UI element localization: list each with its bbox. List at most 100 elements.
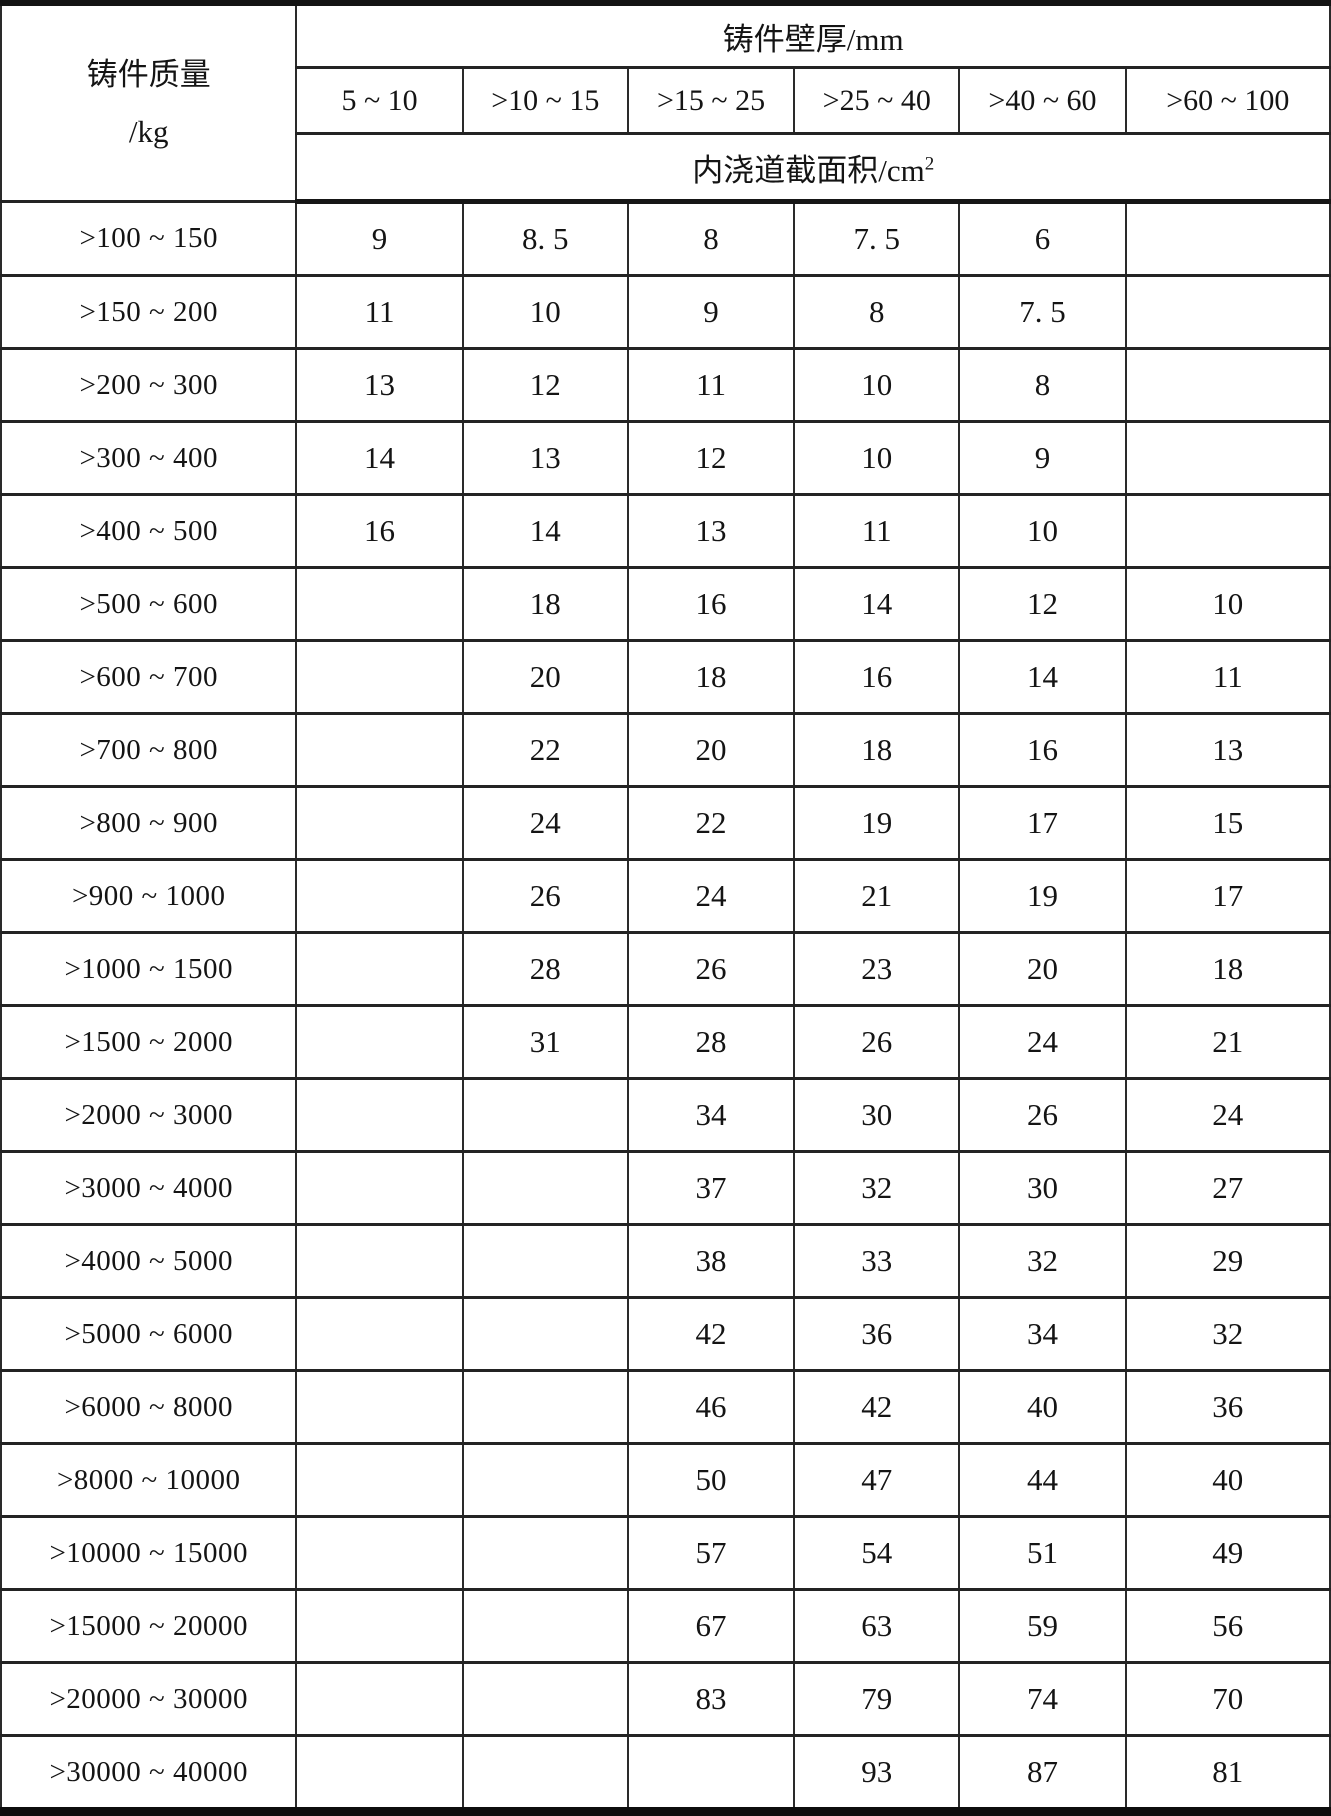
cell-value: 24 (1124, 1077, 1331, 1153)
cell-value: 22 (461, 712, 629, 788)
row-group-header-line2: /kg (128, 114, 169, 149)
cell-value: 23 (793, 931, 961, 1007)
cell-value (295, 1150, 464, 1226)
table-row: >300 ~ 400 14 13 12 10 9 (0, 420, 1331, 496)
col-header-1: >10 ~ 15 (461, 66, 629, 135)
table-row: >800 ~ 900 24 22 19 17 15 (0, 785, 1331, 861)
row-label: >10000 ~ 15000 (0, 1515, 298, 1591)
cell-value: 9 (958, 420, 1127, 496)
table-row: >20000 ~ 30000 83 79 74 70 (0, 1661, 1331, 1737)
cell-value: 42 (793, 1369, 961, 1445)
table-row: >30000 ~ 40000 93 87 81 (0, 1734, 1331, 1813)
cell-value: 15 (1124, 785, 1331, 861)
cell-value: 11 (626, 347, 796, 423)
cell-value: 67 (626, 1588, 796, 1664)
cell-value: 40 (958, 1369, 1127, 1445)
table-row: >6000 ~ 8000 46 42 40 36 (0, 1369, 1331, 1445)
cell-value: 20 (461, 639, 629, 715)
cell-value: 10 (1124, 566, 1331, 642)
cell-value: 22 (626, 785, 796, 861)
cell-value: 27 (1124, 1150, 1331, 1226)
cell-value: 16 (793, 639, 961, 715)
col-group-header: 铸件壁厚/mm (295, 1, 1331, 69)
row-label: >600 ~ 700 (0, 639, 298, 715)
cell-value: 34 (958, 1296, 1127, 1372)
cell-value: 26 (793, 1004, 961, 1080)
cell-value: 11 (793, 493, 961, 569)
cell-value: 24 (626, 858, 796, 934)
cell-value: 12 (626, 420, 796, 496)
row-label: >200 ~ 300 (0, 347, 298, 423)
cell-value: 34 (626, 1077, 796, 1153)
cell-value: 14 (958, 639, 1127, 715)
cell-value: 14 (295, 420, 464, 496)
cell-value: 14 (793, 566, 961, 642)
cell-value: 31 (461, 1004, 629, 1080)
cell-value: 79 (793, 1661, 961, 1737)
cell-value: 20 (958, 931, 1127, 1007)
cell-value: 36 (1124, 1369, 1331, 1445)
cell-value: 9 (626, 274, 796, 350)
table-row: >400 ~ 500 16 14 13 11 10 (0, 493, 1331, 569)
cell-value (295, 1296, 464, 1372)
cell-value: 8 (793, 274, 961, 350)
cell-value: 36 (793, 1296, 961, 1372)
table-row: >3000 ~ 4000 37 32 30 27 (0, 1150, 1331, 1226)
cell-value (1124, 347, 1331, 423)
cell-value: 18 (793, 712, 961, 788)
cell-value (295, 566, 464, 642)
cell-value (461, 1588, 629, 1664)
cell-value: 14 (461, 493, 629, 569)
col-header-4: >40 ~ 60 (958, 66, 1127, 135)
cell-value: 59 (958, 1588, 1127, 1664)
cell-value: 7. 5 (793, 200, 961, 277)
cell-value (295, 712, 464, 788)
table-row: >1500 ~ 2000 31 28 26 24 21 (0, 1004, 1331, 1080)
cell-value: 57 (626, 1515, 796, 1591)
cell-value: 47 (793, 1442, 961, 1518)
table-row: >500 ~ 600 18 16 14 12 10 (0, 566, 1331, 642)
cell-value: 38 (626, 1223, 796, 1299)
cell-value: 70 (1124, 1661, 1331, 1737)
cell-value: 11 (1124, 639, 1331, 715)
cell-value: 51 (958, 1515, 1127, 1591)
row-label: >5000 ~ 6000 (0, 1296, 298, 1372)
cell-value: 6 (958, 200, 1127, 277)
cell-value: 50 (626, 1442, 796, 1518)
cell-value (295, 1515, 464, 1591)
cell-value: 13 (461, 420, 629, 496)
subheader-row: 内浇道截面积/cm2 (1, 132, 1331, 204)
cell-value: 40 (1124, 1442, 1331, 1518)
cell-value: 8 (626, 200, 796, 277)
table-row: >4000 ~ 5000 38 33 32 29 (0, 1223, 1331, 1299)
cell-value (461, 1369, 629, 1445)
cell-value: 12 (958, 566, 1127, 642)
cell-value (295, 1588, 464, 1664)
cell-value: 20 (626, 712, 796, 788)
table-row: >200 ~ 300 13 12 11 10 8 (0, 347, 1331, 423)
row-label: >100 ~ 150 (0, 200, 298, 277)
cell-value: 26 (958, 1077, 1127, 1153)
row-label: >2000 ~ 3000 (0, 1077, 298, 1153)
cell-value: 87 (958, 1734, 1127, 1813)
cell-value: 13 (1124, 712, 1331, 788)
cell-value: 12 (461, 347, 629, 423)
cell-value (461, 1077, 629, 1153)
cell-value (461, 1442, 629, 1518)
cell-value (295, 1734, 464, 1813)
column-header-row: 5 ~ 10 >10 ~ 15 >15 ~ 25 >25 ~ 40 >40 ~ 60 >6… (1, 66, 1331, 135)
subheader-cell: 内浇道截面积/cm2 (295, 132, 1331, 204)
col-header-5: >60 ~ 100 (1124, 66, 1331, 135)
table-row: >2000 ~ 3000 34 30 26 24 (0, 1077, 1331, 1153)
cell-value (295, 1442, 464, 1518)
cell-value: 19 (793, 785, 961, 861)
table-row: >15000 ~ 20000 67 63 59 56 (0, 1588, 1331, 1664)
cell-value: 9 (295, 200, 464, 277)
cell-value: 44 (958, 1442, 1127, 1518)
cell-value: 54 (793, 1515, 961, 1591)
subheader-text: 内浇道截面积/cm (692, 152, 925, 188)
cell-value: 28 (626, 1004, 796, 1080)
cell-value (461, 1296, 629, 1372)
cell-value: 17 (1124, 858, 1331, 934)
